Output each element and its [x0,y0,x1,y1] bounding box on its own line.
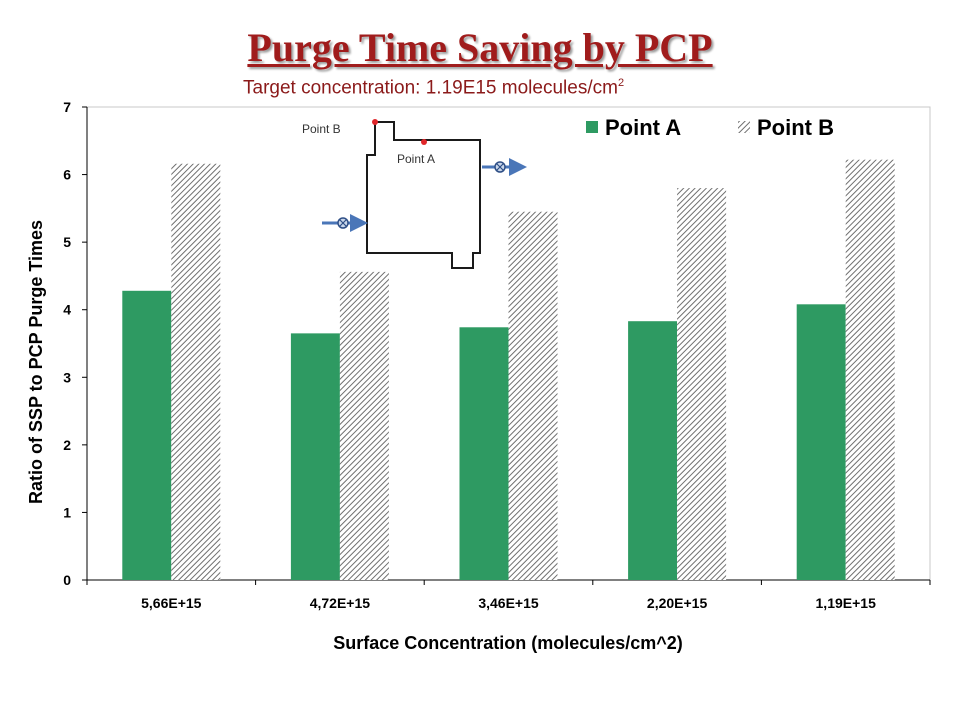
point-b-marker [372,119,378,125]
x-tick-labels: 5,66E+15 4,72E+15 3,46E+15 2,20E+15 1,19E+15 [141,595,876,611]
bar-point-b [508,211,558,580]
x-tick-label: 4,72E+15 [310,595,371,611]
y-axis: 0 1 2 3 4 5 6 7 [63,99,88,588]
point-a-marker [421,139,427,145]
bar-point-a [122,290,172,580]
subtitle-text: Target concentration: 1.19E15 molecules/… [243,77,618,99]
y-tick-label: 4 [63,302,71,318]
bar-point-a [290,333,340,580]
bar-point-a [628,321,678,580]
x-axis [86,579,931,585]
inset-label-point-b: Point B [302,122,341,136]
bar-point-b [845,159,895,580]
legend: Point A Point B [586,115,834,140]
x-axis-title: Surface Concentration (molecules/cm^2) [333,633,683,653]
x-tick-label: 1,19E+15 [816,595,877,611]
y-tick-label: 1 [63,504,71,520]
inset-label-point-a: Point A [397,152,435,166]
y-tick-label: 0 [63,572,71,588]
bar-point-a [459,327,509,580]
y-axis-title: Ratio of SSP to PCP Purge Times [26,220,46,504]
x-tick-label: 2,20E+15 [647,595,708,611]
bar-point-b [677,188,727,581]
y-tick-label: 7 [63,99,71,115]
x-tick-label: 5,66E+15 [141,595,202,611]
subtitle-superscript: 2 [617,77,625,89]
chart-title: Purge Time Saving by PCP [247,25,713,70]
bar-point-b [339,271,389,580]
y-tick-label: 3 [63,369,71,385]
chamber-outline [366,121,481,269]
legend-swatch-point-a [586,121,598,133]
y-tick-label: 5 [63,234,71,250]
bar-point-a [796,304,846,580]
outlet-valve-cross-b [496,163,504,171]
y-tick-label: 2 [63,437,71,453]
bars [122,159,895,581]
legend-label-point-b: Point B [757,115,834,140]
bar-point-b [171,163,221,580]
x-tick-label: 3,46E+15 [478,595,539,611]
inlet-valve-cross-b [339,219,347,227]
inset-chamber-diagram: Point B Point A [302,119,527,269]
legend-label-point-a: Point A [605,115,681,140]
y-tick-label: 6 [63,167,71,183]
chart-subtitle: Target concentration: 1.19E15 molecules/… [243,77,624,99]
legend-swatch-point-b [738,121,750,133]
